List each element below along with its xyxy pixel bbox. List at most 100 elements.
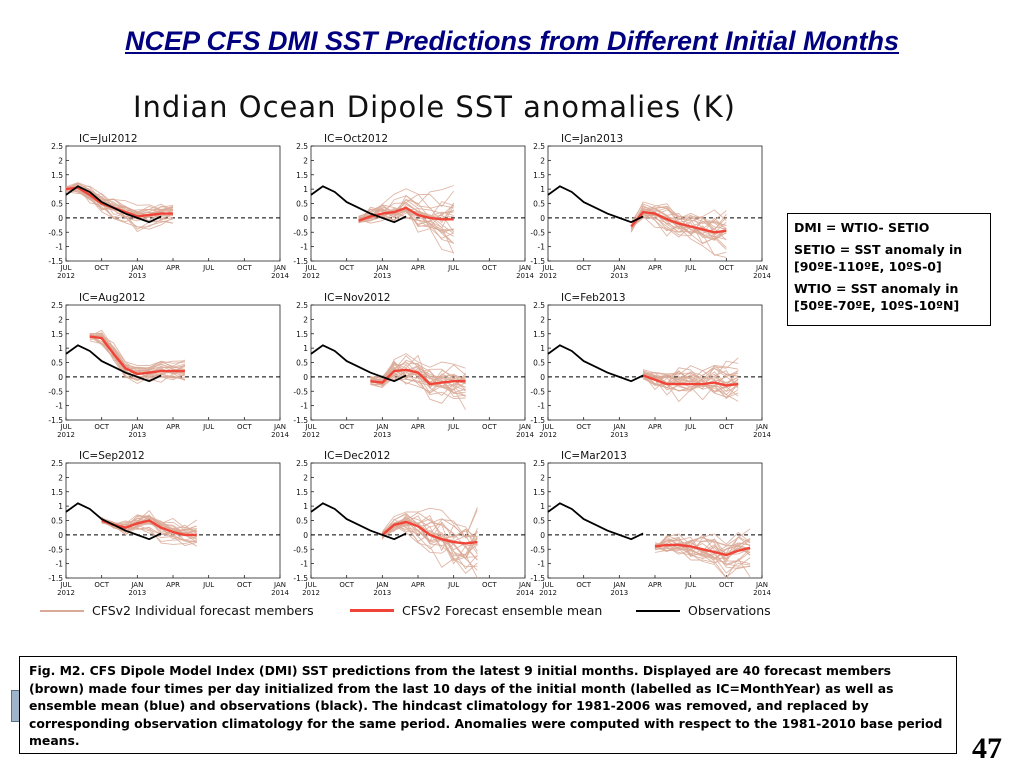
legend-label-mean: CFSv2 Forecast ensemble mean	[402, 603, 603, 618]
chart-legend: CFSv2 Individual forecast members CFSv2 …	[40, 603, 780, 625]
x-tick-month: APR	[411, 581, 425, 589]
forecast-member-line	[370, 364, 466, 383]
y-tick-label: 1.5	[51, 488, 63, 497]
forecast-member-line	[101, 522, 197, 547]
legend-swatch-obs	[636, 609, 680, 612]
x-tick-month: APR	[166, 264, 180, 272]
y-tick-label: 0.5	[296, 517, 308, 526]
panel-frame	[65, 304, 281, 421]
y-tick-label: -1.5	[293, 574, 308, 583]
legend-label-members: CFSv2 Individual forecast members	[92, 603, 314, 618]
y-tick-label: -1	[301, 560, 309, 569]
forecast-member-line	[358, 188, 454, 218]
observations-line	[547, 502, 644, 541]
y-tick-label: 2.5	[533, 301, 545, 310]
y-tick-label: -1	[56, 402, 64, 411]
x-tick-month: JAN	[273, 264, 286, 272]
y-tick-label: 0	[58, 373, 63, 382]
forecast-member-line	[654, 536, 751, 565]
y-tick-label: -0.5	[293, 387, 308, 396]
y-tick-label: 0	[303, 214, 308, 223]
y-tick-label: -1.5	[530, 574, 545, 583]
legend-item-mean: CFSv2 Forecast ensemble mean	[350, 603, 602, 618]
x-tick-month: APR	[648, 581, 662, 589]
x-tick-month: JAN	[130, 581, 143, 589]
ensemble-mean-line	[654, 543, 751, 557]
y-tick-label: 2.5	[296, 459, 308, 468]
y-tick-label: 2.5	[296, 301, 308, 310]
y-tick-label: 0.5	[533, 359, 545, 368]
forecast-member-line	[654, 536, 751, 560]
y-tick-label: -0.5	[530, 387, 545, 396]
x-tick-month: OCT	[237, 423, 252, 431]
y-tick-label: -0.5	[293, 228, 308, 237]
panel-label: IC=Dec2012	[324, 450, 390, 462]
x-tick-month: JUL	[447, 264, 459, 272]
y-tick-label: -0.5	[530, 545, 545, 554]
forecast-member-line	[630, 215, 727, 256]
y-tick-label: 1	[303, 502, 308, 511]
x-tick-year: 2012	[302, 272, 320, 280]
y-tick-label: 0.5	[296, 200, 308, 209]
forecast-member-line	[382, 514, 478, 546]
forecast-member-line	[630, 217, 727, 237]
x-tick-year: 2012	[539, 431, 557, 439]
forecast-member-line	[370, 353, 466, 385]
x-tick-year: 2014	[271, 431, 289, 439]
forecast-member-line	[381, 524, 478, 568]
y-tick-label: -1	[538, 402, 546, 411]
ensemble-mean-line	[89, 335, 185, 376]
x-tick-month: OCT	[482, 264, 497, 272]
y-tick-label: 1	[303, 185, 308, 194]
y-tick-label: 1	[303, 344, 308, 353]
x-tick-month: OCT	[482, 423, 497, 431]
x-tick-month: JAN	[130, 264, 143, 272]
x-tick-month: JUL	[541, 423, 553, 431]
observations-line	[310, 502, 407, 541]
x-tick-month: JUL	[202, 581, 214, 589]
panel-label: IC=Mar2013	[561, 450, 627, 462]
x-tick-year: 2013	[610, 431, 628, 439]
forecast-member-line	[358, 201, 455, 229]
y-tick-label: -1.5	[48, 574, 63, 583]
forecast-member-line	[65, 189, 174, 230]
forecast-member-line	[65, 182, 174, 210]
x-tick-month: JAN	[755, 581, 768, 589]
y-tick-label: -1	[538, 243, 546, 252]
x-tick-month: OCT	[339, 423, 354, 431]
x-tick-year: 2013	[610, 589, 628, 597]
y-tick-label: -0.5	[293, 545, 308, 554]
y-tick-label: 1	[58, 502, 63, 511]
y-tick-label: 1.5	[296, 171, 308, 180]
x-tick-month: OCT	[576, 423, 591, 431]
y-tick-label: 0.5	[296, 359, 308, 368]
observations-line	[65, 344, 162, 383]
y-tick-label: 1	[58, 185, 63, 194]
y-tick-label: -1.5	[530, 416, 545, 425]
ensemble-mean-line	[381, 520, 478, 545]
forecast-member-line	[654, 542, 751, 569]
x-tick-month: JUL	[59, 264, 71, 272]
panel-label: IC=Feb2013	[561, 292, 626, 304]
x-tick-month: OCT	[719, 581, 734, 589]
forecast-member-line	[643, 369, 739, 383]
x-tick-year: 2014	[516, 589, 534, 597]
x-tick-month: APR	[411, 423, 425, 431]
y-tick-label: 1.5	[51, 171, 63, 180]
x-tick-month: JAN	[375, 581, 388, 589]
x-tick-year: 2013	[128, 589, 146, 597]
forecast-member-line	[630, 212, 727, 244]
x-tick-year: 2012	[57, 589, 75, 597]
y-tick-label: 0.5	[51, 517, 63, 526]
y-tick-label: 2.5	[296, 142, 308, 151]
forecast-member-line	[358, 206, 454, 224]
x-tick-year: 2014	[516, 272, 534, 280]
y-tick-label: -1.5	[530, 257, 545, 266]
x-tick-month: JAN	[518, 423, 531, 431]
x-tick-month: OCT	[482, 581, 497, 589]
y-tick-label: 1.5	[533, 330, 545, 339]
x-tick-year: 2012	[539, 589, 557, 597]
observations-line	[310, 185, 407, 224]
forecast-member-line	[642, 365, 739, 376]
